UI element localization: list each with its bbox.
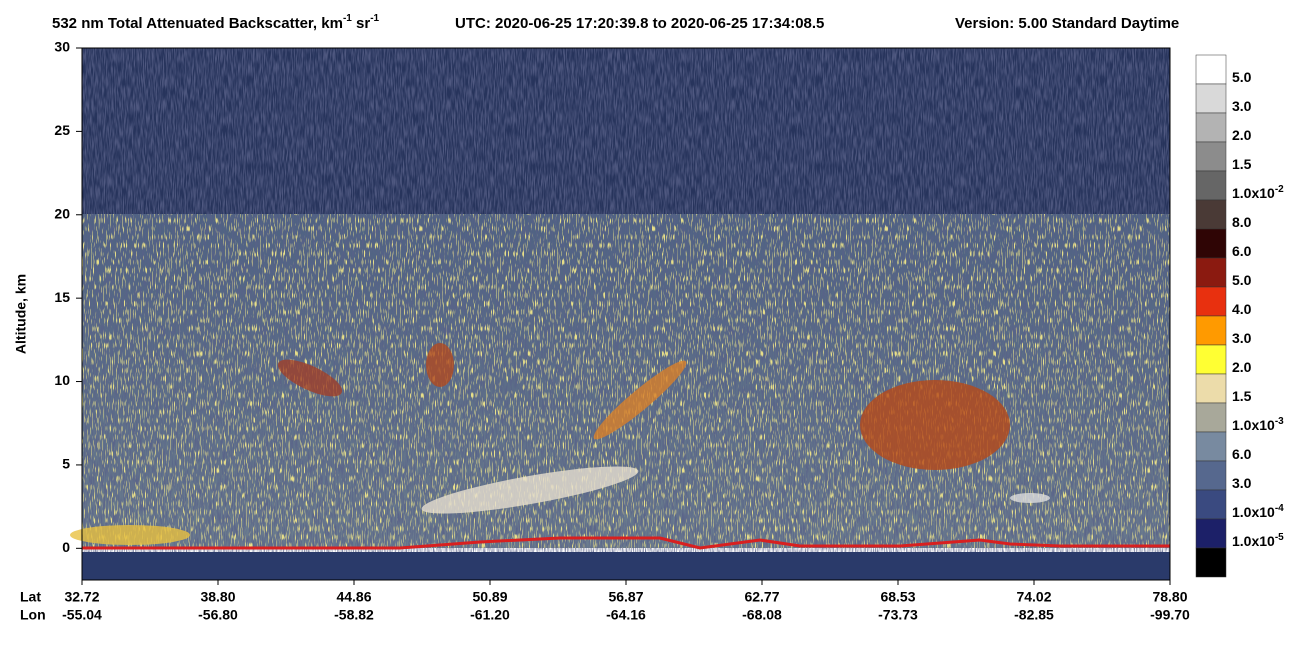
x-tick-label: 38.80 — [200, 589, 235, 605]
surface-return — [82, 536, 1170, 550]
y-tick-label: 30 — [54, 39, 70, 55]
y-tick-label: 10 — [54, 372, 70, 388]
colorbar-box — [1195, 257, 1227, 288]
colorbar-label: 1.0x10-2 — [1232, 184, 1284, 201]
colorbar-label: 6.0 — [1232, 446, 1252, 462]
colorbar-box — [1195, 141, 1227, 172]
colorbar-mantissa: 1.0x10 — [1232, 185, 1275, 201]
colorbar-exponent: -3 — [1275, 416, 1284, 427]
colorbar-box — [1195, 547, 1227, 578]
colorbar-label: 3.0 — [1232, 475, 1252, 491]
x-tick-label: -64.16 — [606, 607, 646, 623]
colorbar-label: 3.0 — [1232, 98, 1252, 114]
y-tick-label: 15 — [54, 289, 70, 305]
x-tick-label: -58.82 — [334, 607, 374, 623]
x-tick-label: -82.85 — [1014, 607, 1054, 623]
colorbar-box — [1195, 344, 1227, 375]
colorbar-mantissa: 8.0 — [1232, 214, 1252, 230]
x-row-name: Lon — [20, 607, 46, 623]
title-version: Version: 5.00 Standard Daytime — [955, 15, 1179, 32]
colorbar-box — [1195, 431, 1227, 462]
colorbar-label: 8.0 — [1232, 214, 1252, 230]
title-text: 532 nm Total Attenuated Backscatter, km-… — [52, 13, 380, 32]
title: 532 nm Total Attenuated Backscatter, km-… — [52, 13, 1179, 32]
colorbar-exponent: -4 — [1275, 503, 1284, 514]
y-tick-label: 5 — [62, 456, 70, 472]
colorbar-label: 1.5 — [1232, 156, 1252, 172]
colorbar-mantissa: 3.0 — [1232, 98, 1252, 114]
colorbar-box — [1195, 228, 1227, 259]
x-tick-label: -68.08 — [742, 607, 782, 623]
x-tick-label: -99.70 — [1150, 607, 1190, 623]
colorbar-box — [1195, 199, 1227, 230]
x-tick-label: 44.86 — [336, 589, 371, 605]
colorbar-label: 5.0 — [1232, 272, 1252, 288]
y-tick-label: 25 — [54, 122, 70, 138]
colorbar-box — [1195, 112, 1227, 143]
x-tick-label: 68.53 — [880, 589, 915, 605]
speckle — [82, 214, 1170, 548]
colorbar-label: 1.0x10-3 — [1232, 416, 1284, 433]
x-tick-label: 62.77 — [744, 589, 779, 605]
colorbar-exponent: -5 — [1275, 532, 1284, 543]
colorbar-exponent: -2 — [1275, 184, 1284, 195]
y-tick-label: 20 — [54, 205, 70, 221]
colorbar-box — [1195, 315, 1227, 346]
curtain-image — [70, 47, 1171, 581]
colorbar-box — [1195, 460, 1227, 491]
colorbar-mantissa: 5.0 — [1232, 69, 1252, 85]
colorbar-label: 1.0x10-5 — [1232, 532, 1284, 549]
colorbar-mantissa: 1.5 — [1232, 388, 1252, 404]
colorbar-label: 6.0 — [1232, 243, 1252, 259]
x-tick-label: 50.89 — [472, 589, 507, 605]
subsurface — [82, 552, 1170, 580]
colorbar-mantissa: 2.0 — [1232, 127, 1252, 143]
colorbar-box — [1195, 402, 1227, 433]
colorbar-box — [1195, 373, 1227, 404]
colorbar-box — [1195, 54, 1227, 85]
colorbar-label: 1.5 — [1232, 388, 1252, 404]
x-tick-label: -55.04 — [62, 607, 102, 623]
colorbar-mantissa: 6.0 — [1232, 446, 1252, 462]
colorbar-label: 4.0 — [1232, 301, 1252, 317]
colorbar-label: 2.0 — [1232, 127, 1252, 143]
colorbar-mantissa: 1.0x10 — [1232, 417, 1275, 433]
cloud-features — [70, 343, 1050, 545]
colorbar-mantissa: 3.0 — [1232, 475, 1252, 491]
colorbar-mantissa: 4.0 — [1232, 301, 1252, 317]
colorbar-box — [1195, 286, 1227, 317]
x-tick-label: -73.73 — [878, 607, 918, 623]
colorbar-box — [1195, 489, 1227, 520]
x-row-name: Lat — [20, 589, 41, 605]
y-tick-label: 0 — [62, 539, 70, 555]
x-tick-label: 32.72 — [64, 589, 99, 605]
x-tick-label: -56.80 — [198, 607, 238, 623]
title-utc: UTC: 2020-06-25 17:20:39.8 to 2020-06-25… — [455, 15, 824, 32]
x-tick-label: -61.20 — [470, 607, 510, 623]
colorbar-box — [1195, 518, 1227, 549]
colorbar-box — [1195, 83, 1227, 114]
x-tick-label: 56.87 — [608, 589, 643, 605]
x-tick-label: 78.80 — [1152, 589, 1187, 605]
colorbar-mantissa: 6.0 — [1232, 243, 1252, 259]
colorbar-label: 5.0 — [1232, 69, 1252, 85]
colorbar-label: 3.0 — [1232, 330, 1252, 346]
colorbar-mantissa: 2.0 — [1232, 359, 1252, 375]
x-tick-label: 74.02 — [1016, 589, 1051, 605]
colorbar-mantissa: 1.0x10 — [1232, 504, 1275, 520]
colorbar-label: 2.0 — [1232, 359, 1252, 375]
colorbar-mantissa: 1.5 — [1232, 156, 1252, 172]
colorbar-label: 1.0x10-4 — [1232, 503, 1284, 520]
colorbar-mantissa: 5.0 — [1232, 272, 1252, 288]
colorbar-mantissa: 1.0x10 — [1232, 533, 1275, 549]
colorbar-mantissa: 3.0 — [1232, 330, 1252, 346]
colorbar-box — [1195, 170, 1227, 201]
y-axis-title: Altitude, km — [13, 274, 29, 354]
